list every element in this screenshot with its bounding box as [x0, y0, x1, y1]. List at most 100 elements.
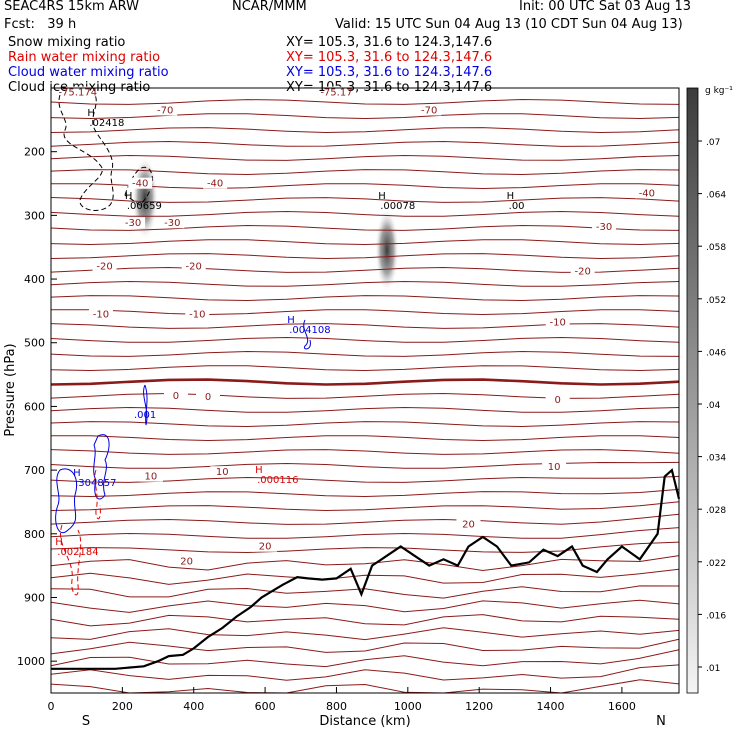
colorbar-tick-label: .04 [706, 401, 721, 411]
label-mask [203, 177, 228, 189]
isotherm-line [50, 664, 680, 681]
y-tick-label: 500 [24, 337, 45, 350]
colorbar-tick-label: .058 [706, 243, 726, 253]
isotherm-line [50, 183, 680, 190]
label-mask [92, 260, 117, 272]
label-mask [196, 391, 220, 403]
isotherm-line [50, 461, 680, 469]
valid-time: Valid: 15 UTC Sun 04 Aug 13 (10 CDT Sun … [335, 17, 683, 32]
temperature-label: 0 [205, 392, 211, 403]
organization: NCAR/MMM [232, 0, 307, 14]
max-value-label: .02418 [89, 118, 124, 129]
isotherm-line [50, 113, 680, 120]
max-value-label: .304857 [75, 478, 116, 489]
isotherm-line [50, 435, 680, 442]
label-mask [634, 187, 659, 199]
label-mask [253, 540, 278, 552]
colorbar-tick-label: .022 [706, 559, 726, 569]
label-mask [570, 265, 595, 277]
label-mask [181, 260, 206, 272]
isotherm-line [50, 555, 680, 572]
colorbar-tick-label: .064 [706, 191, 726, 201]
temperature-label: 20 [259, 542, 272, 553]
isotherm-line [50, 449, 680, 455]
isotherm-line [50, 513, 680, 525]
label-mask [456, 518, 481, 530]
isotherm-line [50, 323, 680, 329]
colorbar-tick-label: .034 [706, 454, 726, 464]
isotherm-line [50, 585, 680, 599]
isotherm-line [50, 527, 680, 539]
colorbar: g kg⁻¹ .07 .064 .058 .052 .046 .04 .034 .028 .02… [686, 86, 733, 694]
isotherm-line [50, 599, 680, 613]
label-mask [592, 221, 617, 233]
isotherm-line [50, 392, 680, 399]
south-end-label: S [82, 714, 90, 729]
terrain-line [51, 468, 681, 670]
isotherm-line [50, 378, 680, 386]
colorbar-tick-label: .052 [706, 296, 726, 306]
max-value-label: .004108 [289, 325, 330, 336]
isotherm-line [50, 127, 680, 134]
x-tick-label: 200 [112, 700, 133, 713]
label-mask [174, 555, 199, 567]
axes: 0 200 400 600 800 1000 1200 1400 160020030040050… [17, 146, 636, 713]
max-value-label: .00659 [127, 201, 162, 212]
temperature-label: 10 [548, 462, 561, 473]
y-tick-label: 600 [24, 400, 45, 413]
colorbar-tick-label: .046 [706, 348, 726, 358]
cloud-water-contour [143, 384, 148, 426]
x-tick-label: 1200 [465, 700, 493, 713]
temperature-label: -40 [132, 179, 148, 190]
isotherm-line [50, 649, 680, 668]
field-name-snow: Snow mixing ratio [8, 35, 126, 50]
max-marker: H [73, 468, 81, 479]
max-marker: H [507, 191, 515, 202]
colorbar-tick-label: .07 [706, 138, 720, 148]
isotherm-line [50, 679, 680, 694]
isotherm-line [50, 365, 680, 372]
field-xy-cloud-water: XY= 105.3, 31.6 to 124.3,147.6 [286, 65, 493, 80]
max-value-label: .00 [509, 201, 525, 212]
colorbar-tick-label: .01 [706, 664, 720, 674]
cloud-water-contour [93, 434, 110, 500]
field-name-cloud-water: Cloud water mixing ratio [8, 65, 169, 80]
temperature-label: -10 [93, 309, 109, 320]
init-time: Init: 00 UTC Sat 03 Aug 13 [519, 0, 692, 14]
label-mask [88, 308, 113, 320]
x-tick-label: 600 [255, 700, 276, 713]
temperature-label: 0 [173, 391, 179, 402]
y-axis-title: Pressure (hPa) [3, 343, 18, 436]
max-value-label: .00078 [380, 201, 415, 212]
y-tick-label: 900 [24, 591, 45, 604]
plot-frame [50, 87, 680, 694]
forecast-hour: Fcst: 39 h [4, 17, 77, 32]
y-tick-label: 1000 [17, 655, 45, 668]
cloud-ice-contour [58, 94, 114, 211]
x-axis-title: Distance (km) [319, 714, 410, 729]
isotherm-line [50, 309, 680, 316]
x-tick-label: 0 [48, 700, 55, 713]
x-tick-label: 800 [326, 700, 347, 713]
temperature-label: -20 [574, 267, 590, 278]
temperature-label: -30 [125, 218, 141, 229]
snow-maximum-shading [375, 208, 399, 292]
y-tick-label: 800 [24, 528, 45, 541]
y-tick-label: 200 [24, 146, 45, 159]
model-name: SEAC4RS 15km ARW [4, 0, 140, 14]
isotherm-line [50, 169, 680, 176]
isotherm-line [50, 253, 680, 260]
cloud-ice-contour [124, 167, 153, 206]
temperature-label: 0 [554, 395, 560, 406]
temperature-label: -20 [96, 262, 112, 273]
isotherm-line [50, 541, 680, 554]
isotherm-line [50, 627, 680, 641]
max-marker: H [125, 191, 133, 202]
max-value-label: .000116 [257, 475, 298, 486]
label-mask [324, 86, 349, 98]
temperature-label: -75.174 [58, 88, 97, 99]
x-tick-label: 1000 [394, 700, 422, 713]
isotherm-line [50, 336, 680, 343]
isotherm-line [50, 295, 680, 302]
